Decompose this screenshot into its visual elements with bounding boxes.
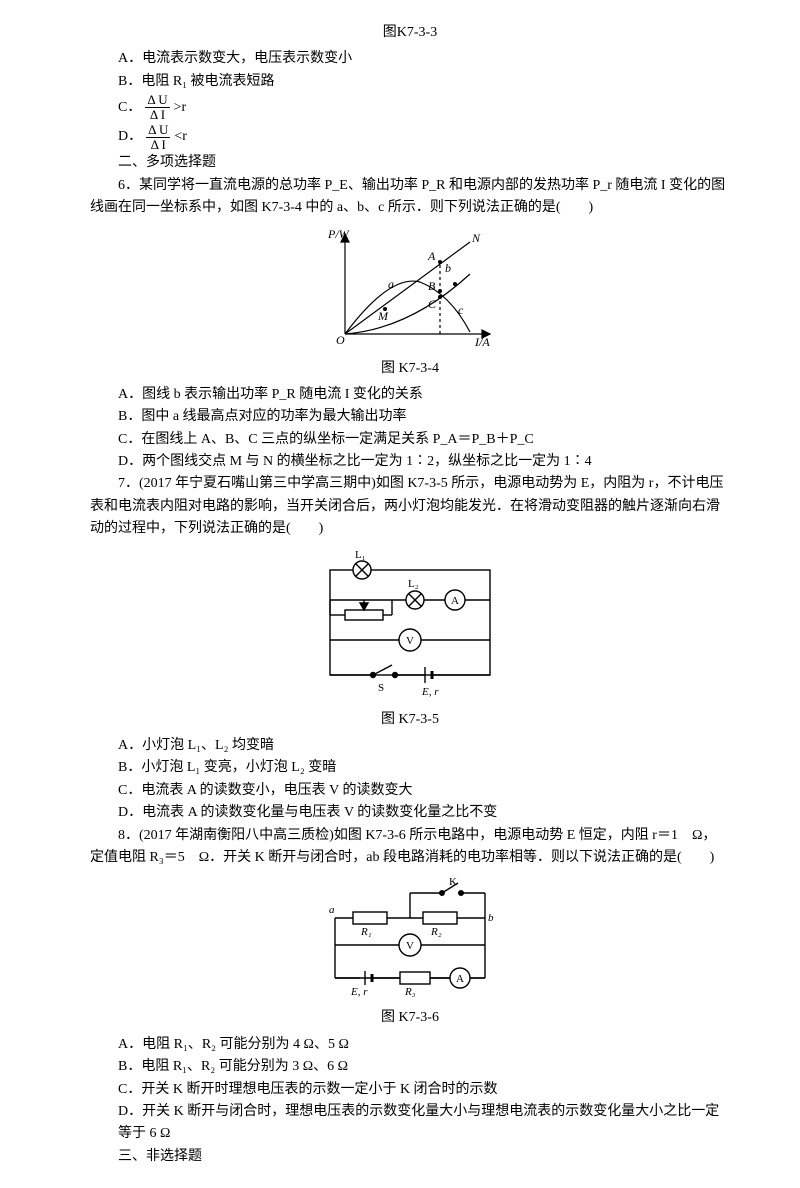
q6-option-a: A．图线 b 表示输出功率 P_R 随电流 I 变化的关系 bbox=[118, 384, 730, 406]
svg-text:a: a bbox=[388, 277, 394, 291]
svg-text:S: S bbox=[378, 682, 384, 694]
page: 图K7-3-3 A．电流表示数变大，电压表示数变小 B．电阻 R₁ 被电流表短路… bbox=[0, 0, 800, 1188]
q7-stem: 7．(2017 年宁夏石嘴山第三中学高三期中)如图 K7-3-5 所示，电源电动… bbox=[90, 473, 730, 540]
q5-d-numerator: Δ U bbox=[146, 123, 170, 138]
q7-option-b: B．小灯泡 L₁ 变亮，小灯泡 L₂ 变暗 bbox=[118, 757, 730, 779]
q8-option-d: D．开关 K 断开与闭合时，理想电压表的示数变化量大小与理想电流表的示数变化量大… bbox=[118, 1101, 730, 1146]
svg-text:A: A bbox=[427, 249, 436, 263]
svg-text:b: b bbox=[488, 912, 494, 924]
q6-option-b: B．图中 a 线最高点对应的功率为最大输出功率 bbox=[118, 406, 730, 428]
svg-text:E, r: E, r bbox=[350, 986, 368, 998]
q7-option-c: C．电流表 A 的读数变小，电压表 V 的读数变大 bbox=[118, 780, 730, 802]
svg-text:L₂: L₂ bbox=[408, 578, 419, 590]
q7-option-a: A．小灯泡 L₁、L₂ 均变暗 bbox=[118, 735, 730, 757]
svg-text:I/A: I/A bbox=[474, 335, 490, 349]
svg-text:V: V bbox=[406, 940, 414, 952]
q8-option-b: B．电阻 R₁、R₂ 可能分别为 3 Ω、6 Ω bbox=[118, 1056, 730, 1078]
svg-text:C: C bbox=[428, 297, 437, 311]
figure-6-circuit: a b R₁ R₂ K V E, r R₃ A bbox=[305, 873, 515, 1003]
q6-option-c: C．在图线上 A、B、C 三点的纵坐标一定满足关系 P_A＝P_B＋P_C bbox=[118, 429, 730, 451]
q5-d-fraction: Δ U Δ I bbox=[146, 123, 170, 153]
q5-c-prefix: C． bbox=[118, 97, 141, 119]
q6-stem: 6．某同学将一直流电源的总功率 P_E、输出功率 P_R 和电源内部的发热功率 … bbox=[90, 175, 730, 220]
q5-d-suffix: <r bbox=[174, 126, 187, 148]
q8-stem: 8．(2017 年湖南衡阳八中高三质检)如图 K7-3-6 所示电路中，电源电动… bbox=[90, 825, 730, 870]
q5-option-b: B．电阻 R₁ 被电流表短路 bbox=[118, 71, 730, 93]
svg-text:K: K bbox=[449, 876, 457, 888]
svg-text:O: O bbox=[336, 333, 345, 347]
figure-6-caption: 图 K7-3-6 bbox=[90, 1007, 730, 1029]
q5-c-fraction: Δ U Δ I bbox=[145, 93, 169, 123]
svg-text:R₃: R₃ bbox=[404, 986, 416, 998]
svg-text:E, r: E, r bbox=[421, 686, 439, 698]
svg-text:R₂: R₂ bbox=[430, 926, 442, 938]
svg-text:M: M bbox=[377, 309, 389, 323]
svg-text:A: A bbox=[456, 973, 464, 985]
q5-c-suffix: >r bbox=[174, 97, 187, 119]
q5-option-a: A．电流表示数变大，电压表示数变小 bbox=[118, 48, 730, 70]
svg-text:N: N bbox=[471, 231, 481, 245]
q5-option-d: D． Δ U Δ I <r bbox=[118, 123, 730, 153]
q5-d-prefix: D． bbox=[118, 126, 142, 148]
section-2-heading: 二、多项选择题 bbox=[90, 152, 730, 174]
svg-text:A: A bbox=[451, 595, 459, 607]
svg-text:B: B bbox=[428, 279, 436, 293]
q8-option-a: A．电阻 R₁、R₂ 可能分别为 4 Ω、5 Ω bbox=[118, 1034, 730, 1056]
q5-c-numerator: Δ U bbox=[145, 93, 169, 108]
q5-d-denominator: Δ I bbox=[149, 138, 168, 152]
svg-text:b: b bbox=[445, 261, 451, 275]
svg-text:c: c bbox=[458, 303, 464, 317]
svg-text:L₁: L₁ bbox=[355, 549, 366, 561]
svg-text:a: a bbox=[329, 904, 335, 916]
figure-4-chart: P/W I/A O N A b B C c a M bbox=[320, 224, 500, 354]
section-3-heading: 三、非选择题 bbox=[90, 1146, 730, 1168]
q5-c-denominator: Δ I bbox=[148, 108, 167, 122]
q5-option-c: C． Δ U Δ I >r bbox=[118, 93, 730, 123]
q6-option-d: D．两个图线交点 M 与 N 的横坐标之比一定为 1∶2，纵坐标之比一定为 1∶… bbox=[118, 451, 730, 473]
figure-5-circuit: L₁ L₂ A V S E, r bbox=[300, 545, 520, 705]
figure-4-caption: 图 K7-3-4 bbox=[90, 358, 730, 380]
q8-option-c: C．开关 K 断开时理想电压表的示数一定小于 K 闭合时的示数 bbox=[118, 1079, 730, 1101]
q7-option-d: D．电流表 A 的读数变化量与电压表 V 的读数变化量之比不变 bbox=[118, 802, 730, 824]
svg-text:V: V bbox=[406, 635, 414, 647]
figure-5-caption: 图 K7-3-5 bbox=[90, 709, 730, 731]
svg-text:P/W: P/W bbox=[327, 227, 350, 241]
figure-3-caption: 图K7-3-3 bbox=[90, 22, 730, 44]
svg-text:R₁: R₁ bbox=[360, 926, 372, 938]
